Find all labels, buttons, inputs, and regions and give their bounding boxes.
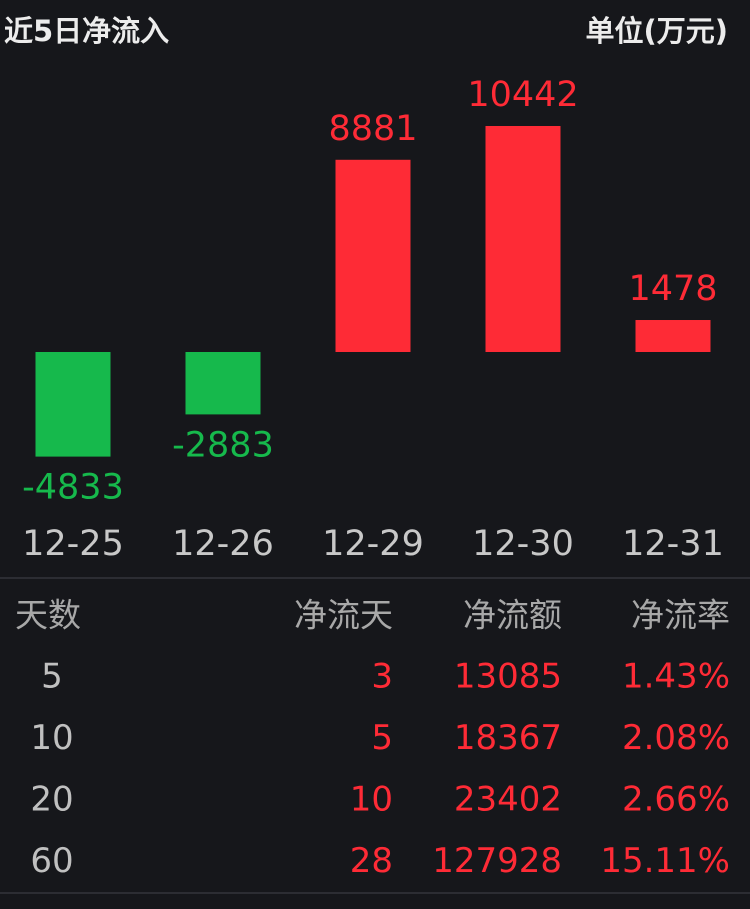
- table-cell: 10: [30, 718, 73, 758]
- value-label: 10442: [467, 75, 578, 115]
- table-cell: 2.08%: [622, 718, 730, 758]
- table-cell: 2.66%: [622, 780, 730, 820]
- table-cell: 1.43%: [622, 657, 730, 697]
- x-tick-label: 12-29: [322, 524, 424, 564]
- bar: [185, 352, 261, 415]
- bar: [335, 159, 411, 352]
- table-cell: 5: [371, 718, 393, 758]
- table-header: 净流率: [631, 596, 730, 635]
- unit-label: 单位(万元): [585, 14, 728, 48]
- bar: [35, 352, 111, 457]
- x-tick-label: 12-31: [622, 524, 724, 564]
- table-cell: 3: [371, 657, 393, 697]
- bar: [485, 126, 561, 352]
- table-cell: 13085: [454, 657, 562, 697]
- table-cell: 20: [30, 780, 73, 820]
- x-tick-label: 12-26: [172, 524, 274, 564]
- table-cell: 23402: [454, 780, 562, 820]
- table-header: 净流额: [463, 596, 562, 635]
- x-tick-label: 12-30: [472, 524, 574, 564]
- table-header: 净流天: [294, 596, 393, 635]
- x-tick-label: 12-25: [22, 524, 124, 564]
- value-label: 1478: [628, 269, 717, 309]
- table-cell: 28: [350, 841, 393, 881]
- table-cell: 15.11%: [600, 841, 730, 881]
- value-label: -4833: [22, 468, 124, 508]
- table-cell: 127928: [432, 841, 562, 881]
- value-label: -2883: [172, 425, 274, 465]
- table-cell: 5: [41, 657, 63, 697]
- table-header: 天数: [15, 596, 81, 635]
- table-cell: 18367: [454, 718, 562, 758]
- bar: [635, 320, 711, 352]
- chart-title: 近5日净流入: [4, 14, 169, 48]
- table-cell: 10: [350, 780, 393, 820]
- value-label: 8881: [328, 109, 417, 149]
- table-cell: 60: [30, 841, 73, 881]
